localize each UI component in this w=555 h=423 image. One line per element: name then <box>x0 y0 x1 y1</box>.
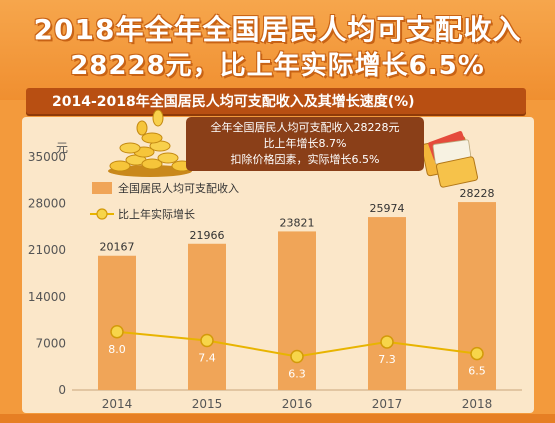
growth-point <box>200 333 214 348</box>
growth-value-label: 6.5 <box>468 365 486 378</box>
legend-line-label: 比上年实际增长 <box>118 207 195 221</box>
x-tick-label: 2016 <box>282 397 313 411</box>
summary-note: 全年全国居民人均可支配收入28228元 比上年增长8.7% 扣除价格因素，实际增… <box>186 117 424 171</box>
growth-point <box>290 349 304 364</box>
y-tick-label: 0 <box>58 383 66 397</box>
x-tick-label: 2017 <box>372 397 403 411</box>
bar-value-label: 23821 <box>280 216 315 229</box>
y-tick-label: 14000 <box>28 290 66 304</box>
note-line-3: 扣除价格因素，实际增长6.5% <box>230 153 380 166</box>
income-bar <box>278 231 316 390</box>
income-bar <box>458 202 496 390</box>
bar-value-label: 25974 <box>370 202 405 215</box>
x-tick-label: 2018 <box>462 397 493 411</box>
y-tick-label: 28000 <box>28 197 66 211</box>
bar-value-label: 21966 <box>190 229 225 242</box>
bar-value-label: 28228 <box>460 187 495 200</box>
y-tick-label: 35000 <box>28 150 66 164</box>
note-line-2: 比上年增长8.7% <box>263 137 347 150</box>
growth-value-label: 7.3 <box>378 353 396 366</box>
income-bar <box>98 255 136 390</box>
y-tick-label: 7000 <box>35 336 66 350</box>
growth-point <box>470 346 484 361</box>
y-tick-label: 21000 <box>28 243 66 257</box>
y-axis-unit: 元 <box>56 141 68 155</box>
chart-title: 2014-2018年全国居民人均可支配收入及其增长速度(%) <box>52 94 415 110</box>
income-bar <box>368 217 406 390</box>
bar-value-label: 20167 <box>100 241 135 254</box>
headline-line-2: 28228元，比上年实际增长6.5% <box>70 51 485 81</box>
legend-bar-swatch <box>92 182 112 194</box>
bottom-strip <box>0 414 555 423</box>
growth-value-label: 8.0 <box>108 343 126 356</box>
growth-value-label: 6.3 <box>288 368 306 381</box>
growth-value-label: 7.4 <box>198 351 216 364</box>
legend-line-marker <box>96 208 108 220</box>
header-background <box>0 0 555 100</box>
legend-bar-label: 全国居民人均可支配收入 <box>118 181 239 195</box>
headline-line-1: 2018年全年全国居民人均可支配收入 <box>33 13 522 46</box>
growth-point <box>380 335 394 349</box>
note-line-1: 全年全国居民人均可支配收入28228元 <box>210 121 400 134</box>
gold-coins-icon <box>108 109 193 177</box>
x-tick-label: 2015 <box>192 397 223 411</box>
income-bar <box>188 243 226 390</box>
subtitle-bar <box>26 88 526 114</box>
wallet-cards-icon <box>421 131 479 188</box>
x-tick-label: 2014 <box>102 397 133 411</box>
growth-point <box>110 325 124 339</box>
